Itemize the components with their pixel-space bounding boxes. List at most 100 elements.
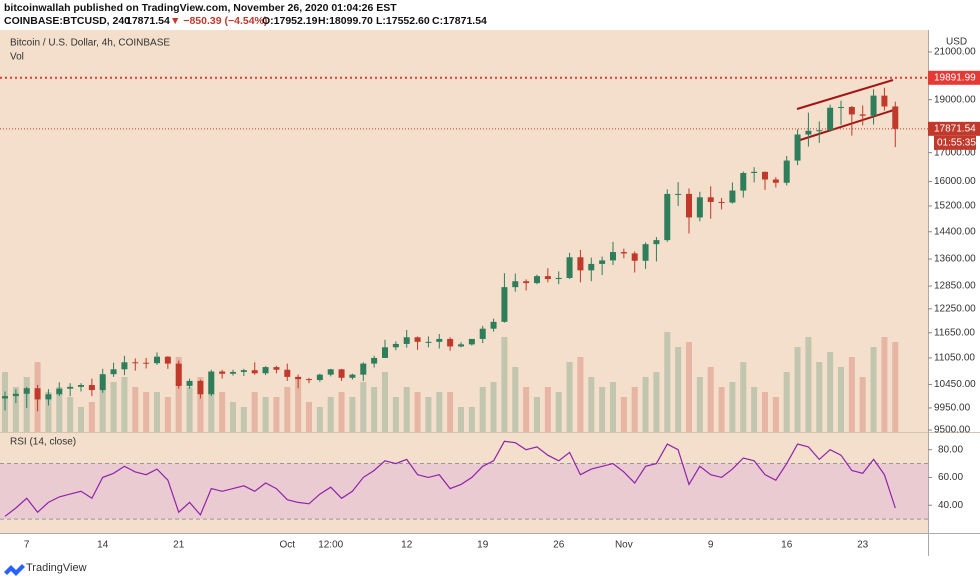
ohlc: L:17552.60 — [376, 15, 430, 27]
price-label: 19891.99 — [934, 72, 976, 83]
y-tick-label: 9950.00 — [934, 403, 971, 414]
rsi-tick-label: 40.00 — [938, 500, 963, 511]
price-axis-bg — [928, 30, 980, 556]
change: ▼ −850.39 (−4.54%) — [170, 15, 267, 27]
channel-line — [796, 108, 898, 142]
candle-body — [251, 370, 258, 374]
y-tick-label: 10450.00 — [934, 379, 976, 390]
volume-bar — [338, 392, 345, 432]
volume-bar — [425, 397, 432, 432]
y-tick-label: 16000.00 — [934, 176, 976, 187]
volume-bar — [479, 387, 486, 432]
volume-bar — [707, 367, 714, 432]
candle-body — [34, 388, 41, 400]
volume-bar — [772, 397, 779, 432]
candle-body — [208, 371, 215, 395]
volume-bar — [316, 407, 323, 432]
candle-body — [675, 193, 682, 195]
rsi-line — [4, 440, 896, 517]
price-label-bg — [928, 121, 980, 136]
volume-bar — [153, 392, 160, 432]
volume-bar — [816, 362, 823, 432]
volume-bar — [414, 392, 421, 432]
x-tick-label: 12 — [401, 540, 413, 551]
candle-body — [664, 193, 671, 241]
axis-unit: USD — [946, 37, 967, 48]
volume-bar — [457, 407, 464, 432]
x-tick-label: 9 — [708, 540, 714, 551]
candle-body — [751, 171, 758, 173]
volume-bar — [197, 377, 204, 432]
volume-bar — [740, 362, 747, 432]
candle-body — [881, 95, 888, 107]
volume-bar — [327, 397, 334, 432]
x-tick-label: 21 — [173, 540, 185, 551]
footer-brand: TradingView — [26, 562, 87, 574]
volume-bar — [392, 397, 399, 432]
candle-body — [197, 380, 204, 395]
volume-bar — [631, 387, 638, 432]
volume-bar — [664, 332, 671, 432]
candle-body — [555, 277, 562, 280]
candle-body — [45, 394, 52, 400]
volume-bar — [609, 382, 616, 432]
candle-body — [588, 263, 595, 271]
publisher: bitcoinwallah published on TradingView.c… — [4, 2, 397, 14]
y-tick-label: 19000.00 — [934, 94, 976, 105]
candle-body — [219, 371, 226, 374]
volume-bar — [240, 407, 247, 432]
candle-body — [175, 363, 182, 386]
volume-bar — [284, 387, 291, 432]
x-tick-label: 7 — [24, 540, 30, 551]
candle-body — [805, 130, 812, 135]
volume-bar — [371, 387, 378, 432]
volume-bar — [805, 337, 812, 432]
y-tick-label: 15200.00 — [934, 201, 976, 212]
candle-body — [262, 367, 269, 374]
volume-bar — [620, 397, 627, 432]
candle-body — [468, 338, 475, 345]
candle-body — [284, 369, 291, 377]
rsi-tick-label: 60.00 — [938, 472, 963, 483]
volume-bar — [295, 377, 302, 432]
volume-bar — [881, 337, 888, 432]
candle-body — [110, 369, 117, 375]
candle-body — [273, 367, 280, 370]
candle-body — [457, 344, 464, 347]
volume-bar — [588, 377, 595, 432]
volume-bar — [783, 372, 790, 432]
ohlc: O:17952.19 — [262, 15, 318, 27]
candle-body — [132, 362, 139, 364]
volume-bar — [164, 397, 171, 432]
y-tick-label: 13600.00 — [934, 254, 976, 265]
candle-body — [642, 244, 649, 261]
candle-body — [12, 393, 19, 397]
volume-bar — [121, 377, 128, 432]
candle-body — [371, 357, 378, 364]
chart-title: Bitcoin / U.S. Dollar, 4h, COINBASE — [10, 38, 170, 49]
volume-bar — [251, 392, 258, 432]
volume-bar — [827, 352, 834, 432]
candle-body — [381, 347, 388, 358]
volume-bar — [186, 387, 193, 432]
volume-bar — [490, 382, 497, 432]
x-tick-label: 12:00 — [318, 540, 343, 551]
candle-body — [392, 343, 399, 348]
candle-body — [338, 369, 345, 378]
candle-body — [349, 374, 356, 378]
candle-body — [707, 197, 714, 202]
volume-bar — [870, 347, 877, 432]
volume-bar — [381, 372, 388, 432]
candle-body — [870, 95, 877, 116]
candle-body — [892, 106, 899, 129]
candle-body — [229, 371, 236, 374]
candle-body — [327, 369, 334, 375]
volume-bar — [132, 387, 139, 432]
candle-body — [447, 338, 454, 347]
volume-bar — [305, 402, 312, 432]
candle-body — [2, 396, 8, 399]
candle-body — [783, 160, 790, 183]
candle-body — [718, 201, 725, 203]
footer-logo — [4, 564, 25, 576]
